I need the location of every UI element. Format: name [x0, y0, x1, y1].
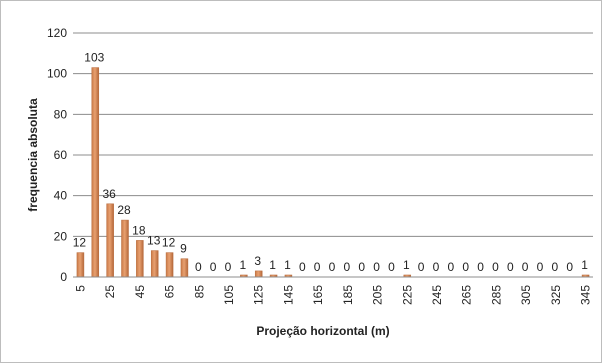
data-label: 0 [492, 260, 499, 274]
y-tick-label: 20 [54, 229, 68, 243]
x-tick-label: 345 [579, 285, 593, 305]
x-tick-label: 5 [73, 285, 87, 292]
data-label: 1 [269, 258, 276, 272]
x-tick-label: 305 [519, 285, 533, 305]
x-tick-label: 85 [192, 285, 206, 299]
data-label: 12 [162, 236, 176, 250]
data-label: 0 [299, 260, 306, 274]
y-tick-label: 120 [47, 26, 67, 40]
data-label: 12 [73, 236, 87, 250]
x-tick-label: 225 [400, 285, 414, 305]
data-label: 0 [344, 260, 351, 274]
x-tick-labels: 5 25 45 65 85 105 125 145 165 185 205 225 245 265 285 3… [73, 285, 592, 305]
x-axis-title: Projeção horizontal (m) [256, 324, 389, 338]
x-tick-label: 145 [281, 285, 295, 305]
y-tick-label: 40 [54, 189, 68, 203]
data-label: 0 [507, 260, 514, 274]
data-label: 0 [448, 260, 455, 274]
data-label: 0 [433, 260, 440, 274]
data-label: 0 [522, 260, 529, 274]
data-label: 0 [477, 260, 484, 274]
data-label: 0 [418, 260, 425, 274]
data-label: 103 [84, 51, 104, 65]
bar-55 [150, 250, 159, 278]
data-label: 0 [373, 260, 380, 274]
data-label: 0 [210, 260, 217, 274]
y-tick-labels: 0 20 40 60 80 100 120 [47, 26, 67, 284]
data-label: 1 [403, 258, 410, 272]
data-label: 0 [388, 260, 395, 274]
x-tick-label: 285 [489, 285, 503, 305]
data-label: 1 [240, 258, 247, 272]
data-label: 9 [180, 242, 187, 256]
data-label: 0 [195, 260, 202, 274]
y-tick-label: 0 [60, 270, 67, 284]
data-label: 0 [329, 260, 336, 274]
data-label: 0 [358, 260, 365, 274]
y-tick-label: 100 [47, 67, 67, 81]
bar-5 [76, 252, 85, 278]
x-tick-label: 325 [549, 285, 563, 305]
data-label: 36 [102, 187, 116, 201]
data-label: 0 [462, 260, 469, 274]
data-label: 3 [254, 254, 261, 268]
data-label: 13 [147, 234, 161, 248]
y-axis-title: frequencia absoluta [26, 98, 40, 212]
data-label: 1 [284, 258, 291, 272]
bar-15 [91, 67, 100, 278]
data-label: 1 [581, 258, 588, 272]
x-tick-label: 45 [133, 285, 147, 299]
x-tick-label: 65 [163, 285, 177, 299]
bar-125 [254, 270, 263, 278]
bar-25 [106, 203, 114, 278]
x-tick-label: 25 [103, 285, 117, 299]
data-label: 0 [225, 260, 232, 274]
data-label: 0 [566, 260, 573, 274]
data-label: 0 [314, 260, 321, 274]
x-tick-label: 245 [430, 285, 444, 305]
x-tick-label: 185 [341, 285, 355, 305]
y-tick-label: 60 [54, 148, 68, 162]
x-tick-label: 125 [252, 285, 266, 305]
bar-65 [165, 252, 174, 278]
x-tick-label: 265 [460, 285, 474, 305]
bar-35 [121, 219, 129, 278]
bar-45 [136, 240, 144, 278]
x-tick-label: 165 [311, 285, 325, 305]
grid-lines [73, 32, 593, 237]
x-tick-label: 205 [371, 285, 385, 305]
x-tick-label: 105 [222, 285, 236, 305]
data-label: 0 [552, 260, 559, 274]
bar-75 [180, 258, 189, 278]
data-label: 18 [132, 223, 146, 237]
y-tick-label: 80 [54, 107, 68, 121]
data-label: 28 [117, 203, 131, 217]
data-label: 0 [537, 260, 544, 274]
